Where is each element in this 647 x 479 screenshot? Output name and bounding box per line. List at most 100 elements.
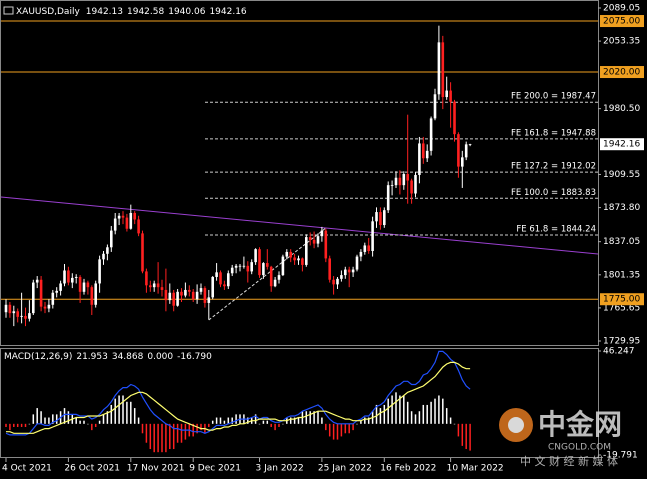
candle-body xyxy=(308,237,312,240)
candle-body xyxy=(383,210,386,226)
candle-body xyxy=(324,230,328,259)
candle-body xyxy=(301,258,304,265)
y-tick-label: 2089.05 xyxy=(603,4,640,14)
x-tick-label: 26 Oct 2021 xyxy=(64,464,120,474)
candle-body xyxy=(351,269,355,273)
candle-body xyxy=(277,275,281,280)
macd-histogram-bar xyxy=(145,423,148,443)
fe-level-label: FE 127.2 = 1912.02 xyxy=(511,162,596,172)
macd-histogram-bar xyxy=(406,401,409,424)
macd-histogram-bar xyxy=(36,408,38,424)
macd-histogram-bar xyxy=(297,417,300,424)
fe-level-label: FE 100.0 = 1883.83 xyxy=(511,188,596,198)
y-tick-label: -19.791 xyxy=(603,451,638,461)
candle-body xyxy=(230,267,234,274)
candle-body xyxy=(258,249,261,276)
macd-histogram-bar xyxy=(208,423,210,427)
candle-body xyxy=(129,212,133,229)
candle-body xyxy=(363,245,367,252)
level-label: 1775.00 xyxy=(603,295,640,305)
header-low: 1940.06 xyxy=(168,7,205,17)
macd-histogram-bar xyxy=(122,395,124,424)
macd-histogram-bar xyxy=(231,417,233,424)
macd-histogram-bar xyxy=(137,417,140,424)
macd-histogram-bar xyxy=(196,423,198,434)
candle-body xyxy=(449,90,452,102)
candle-body xyxy=(98,259,101,284)
macd-histogram-bar xyxy=(83,420,85,424)
candle-body xyxy=(106,247,109,254)
x-tick-label: 25 Jan 2022 xyxy=(318,464,372,474)
current-price-label: 1942.16 xyxy=(603,140,640,150)
macd-histogram-bar xyxy=(87,423,89,425)
macd-histogram-bar xyxy=(270,423,272,427)
macd-zero-value: 0.000 xyxy=(147,352,173,362)
header-close: 1942.16 xyxy=(209,7,246,17)
macd-histogram-bar xyxy=(114,398,116,424)
candle-body xyxy=(117,215,121,219)
macd-histogram-bar xyxy=(391,395,393,424)
candle-body xyxy=(164,289,168,301)
macd-histogram-bar xyxy=(438,395,440,424)
macd-histogram-bar xyxy=(106,411,109,424)
macd-histogram-bar xyxy=(94,423,97,427)
macd-header: MACD(12,26,9) 21.953 34.868 0.000 -16.790 xyxy=(4,352,212,362)
macd-histogram-bar xyxy=(469,423,471,451)
x-tick-label: 16 Feb 2022 xyxy=(380,464,436,474)
candle-body xyxy=(12,311,16,314)
candle-body xyxy=(203,288,207,303)
x-tick-label: 9 Dec 2021 xyxy=(189,464,241,474)
macd-title: MACD(12,26,9) xyxy=(4,352,72,362)
candle-body xyxy=(429,118,433,151)
macd-histogram-bar xyxy=(364,417,366,424)
candle-body xyxy=(160,287,164,290)
macd-histogram-bar xyxy=(48,417,50,424)
macd-histogram-bar xyxy=(223,420,226,424)
macd-histogram-bar xyxy=(215,417,218,424)
macd-histogram-bar xyxy=(13,423,15,427)
candle-body xyxy=(433,94,437,119)
candle-body xyxy=(390,185,394,186)
chart-header: XAUUSD,Daily 1942.13 1942.58 1940.06 1942.16 xyxy=(16,7,247,17)
candle-body xyxy=(180,291,183,296)
macd-histogram-bar xyxy=(28,423,31,425)
macd-histogram-bar xyxy=(141,423,144,434)
y-tick-label: 1729.95 xyxy=(603,337,640,347)
candle-body xyxy=(176,291,179,306)
macd-histogram-bar xyxy=(418,411,421,424)
candle-body xyxy=(305,237,308,265)
y-tick-label: 46.247 xyxy=(603,347,635,357)
macd-histogram-bar xyxy=(40,411,42,424)
macd-main-line xyxy=(5,350,471,436)
macd-histogram-bar xyxy=(309,411,311,424)
candle-body xyxy=(457,134,460,167)
macd-hist-value: -16.790 xyxy=(177,352,212,362)
macd-histogram-bar xyxy=(161,423,163,453)
candle-body xyxy=(285,251,289,257)
main-panel-frame xyxy=(0,0,599,346)
candle-body xyxy=(422,143,425,159)
candle-body xyxy=(453,101,456,135)
candle-body xyxy=(35,279,39,283)
macd-histogram-bar xyxy=(44,417,46,424)
level-label: 2075.00 xyxy=(603,17,640,27)
level-label-box xyxy=(600,293,644,306)
macd-histogram-bar xyxy=(328,423,331,437)
macd-histogram-bar xyxy=(293,417,296,424)
macd-histogram-bar xyxy=(149,423,152,450)
candle-body xyxy=(125,217,129,229)
macd-histogram-bar xyxy=(211,420,214,424)
candle-body xyxy=(4,304,8,313)
macd-histogram-bar xyxy=(321,417,323,424)
macd-histogram-bar xyxy=(317,411,319,424)
candle-body xyxy=(74,276,78,278)
macd-histogram-bar xyxy=(325,423,327,431)
macd-signal-value: 34.868 xyxy=(112,352,144,362)
candle-body xyxy=(195,291,199,300)
candle-body xyxy=(281,256,285,276)
macd-histogram-bar xyxy=(247,417,249,424)
candle-body xyxy=(121,215,125,218)
header-open: 1942.13 xyxy=(86,7,123,17)
macd-histogram-bar xyxy=(157,423,159,453)
